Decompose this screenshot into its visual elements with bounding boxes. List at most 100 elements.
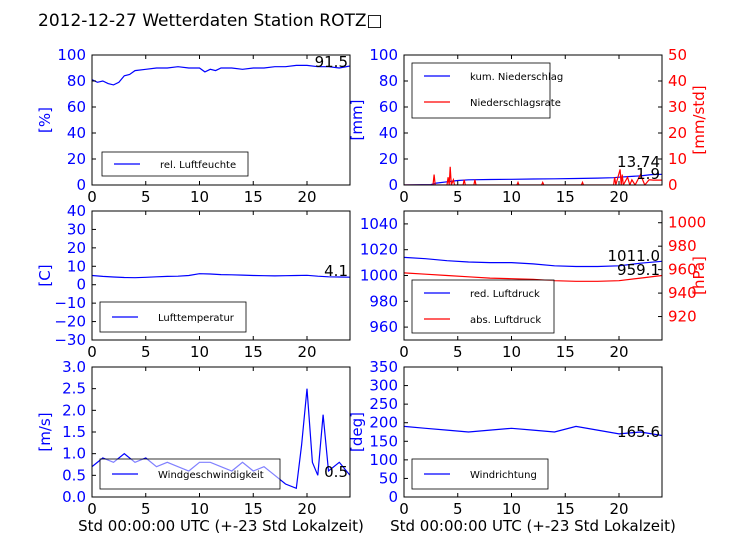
y-tick-label: 2.5 [62, 380, 86, 398]
y2-tick-label: 980 [668, 237, 697, 255]
y2-tick-label: 50 [668, 46, 687, 64]
x-tick-label: 20 [609, 188, 628, 206]
series-line-0 [92, 273, 350, 279]
y2-tick-label: 40 [668, 72, 687, 90]
y-tick-label: 1.5 [62, 423, 86, 441]
y2-tick-label: 1000 [668, 214, 706, 232]
y-tick-label: 100 [57, 46, 86, 64]
x-tick-label: 0 [87, 343, 97, 361]
y-tick-label: 40 [379, 124, 398, 142]
x-axis-label-left: Std 00:00:00 UTC (+-23 Std Lokalzeit) [78, 517, 364, 535]
y-tick-label: 300 [369, 377, 398, 395]
y-tick-label: 100 [369, 46, 398, 64]
y-tick-label: 1.0 [62, 445, 86, 463]
y-axis-label: [C] [36, 264, 54, 286]
y-tick-label: 40 [67, 124, 86, 142]
plot-frame [403, 54, 663, 186]
y-tick-label: 20 [67, 239, 86, 257]
x-tick-label: 15 [244, 188, 263, 206]
y-tick-label: 80 [379, 72, 398, 90]
legend-label: kum. Niederschlag [470, 72, 563, 83]
y-tick-label: −20 [54, 313, 86, 331]
legend-label: rel. Luftfeuchte [160, 160, 236, 171]
x-tick-label: 0 [87, 188, 97, 206]
y-tick-label: 1000 [360, 267, 398, 285]
legend-box [411, 62, 551, 119]
legend: kum. Niederschlag Niederschlagsrate [411, 62, 563, 119]
y-tick-label: 30 [67, 220, 86, 238]
series-line-0 [404, 256, 662, 268]
y-tick-label: 0 [388, 488, 398, 506]
y-tick-label: 0 [76, 176, 86, 194]
y-tick-label: 0.0 [62, 488, 86, 506]
series-line-0 [404, 425, 662, 437]
y-tick-label: 80 [67, 72, 86, 90]
chart-panel-middle-right: 0 5 10 15 20 960 980 1000 1020 1040 920 940 960 980 10… [360, 210, 708, 361]
x-tick-label: 0 [399, 500, 409, 518]
legend: rel. Luftfeuchte [101, 151, 249, 177]
x-axis-label-right: Std 00:00:00 UTC (+-23 Std Lokalzeit) [390, 517, 676, 535]
y-tick-label: 0 [388, 176, 398, 194]
x-tick-label: 5 [141, 500, 151, 518]
plot-frame [91, 54, 351, 186]
x-tick-label: 10 [502, 188, 521, 206]
y-tick-label: 100 [369, 451, 398, 469]
y2-tick-label: 30 [668, 98, 687, 116]
x-tick-label: 5 [141, 343, 151, 361]
y-axis-label: [%] [36, 107, 54, 133]
y-tick-label: 2.0 [62, 401, 86, 419]
x-tick-label: 0 [399, 343, 409, 361]
y2-axis-label: [hPa] [690, 256, 708, 295]
legend-label: Windrichtung [470, 470, 537, 481]
x-tick-label: 5 [453, 188, 463, 206]
y-tick-label: −30 [54, 331, 86, 349]
x-tick-label: 5 [453, 500, 463, 518]
legend-label: Lufttemperatur [158, 313, 235, 324]
chart-panel-top-left: 0 5 10 15 20 0 20 40 60 80 100 [%] rel. Luftfeuchte 9… [36, 46, 351, 206]
latest-value-label: 959.1 [617, 261, 660, 279]
y-tick-label: 980 [369, 292, 398, 310]
y-tick-label: 20 [379, 150, 398, 168]
y-tick-label: 3.0 [62, 358, 86, 376]
y-tick-label: 40 [67, 202, 86, 220]
x-tick-label: 10 [190, 343, 209, 361]
y-tick-label: 960 [369, 318, 398, 336]
chart-panel-bottom-right: 0 5 10 15 20050100150200250300350[deg]Windri… [348, 358, 663, 518]
legend: Windrichtung [411, 458, 549, 490]
y2-tick-label: 960 [668, 261, 697, 279]
series-line-0 [92, 64, 350, 86]
plot-frame [91, 210, 351, 341]
y2-tick-label: 920 [668, 308, 697, 326]
y-tick-label: 350 [369, 358, 398, 376]
latest-value-label: 1011.0 [608, 247, 661, 265]
y-tick-label: 20 [67, 150, 86, 168]
y-tick-label: 200 [369, 414, 398, 432]
latest-value-label: 165.6 [617, 423, 660, 441]
x-tick-label: 15 [244, 343, 263, 361]
y-tick-label: 0 [76, 276, 86, 294]
x-tick-label: 15 [556, 500, 575, 518]
y2-tick-label: 0 [668, 176, 678, 194]
x-tick-label: 15 [244, 500, 263, 518]
y-tick-label: 150 [369, 432, 398, 450]
x-tick-label: 10 [502, 500, 521, 518]
legend: Windgeschwindigkeit [99, 458, 281, 490]
y-axis-label: [mm] [348, 100, 366, 141]
latest-value-label: 13.74 [617, 153, 660, 171]
latest-value-label: 91.5 [315, 53, 348, 71]
y2-tick-label: 10 [668, 150, 687, 168]
y-tick-label: 50 [379, 469, 398, 487]
plot-frame [403, 366, 663, 498]
x-tick-label: 0 [399, 188, 409, 206]
y-tick-label: 10 [67, 257, 86, 275]
x-tick-label: 10 [190, 500, 209, 518]
y2-axis-label: [mm/std] [690, 85, 708, 154]
x-tick-label: 10 [190, 188, 209, 206]
legend-label: abs. Luftdruck [470, 315, 541, 326]
legend: red. Luftdruck abs. Luftdruck [411, 279, 555, 334]
x-tick-label: 10 [502, 343, 521, 361]
y-tick-label: 0.5 [62, 466, 86, 484]
chart-panel-middle-left: 0 5 10 15 20−30−20−10010203040[C]Lufttempera… [36, 202, 351, 361]
x-tick-label: 20 [297, 500, 316, 518]
